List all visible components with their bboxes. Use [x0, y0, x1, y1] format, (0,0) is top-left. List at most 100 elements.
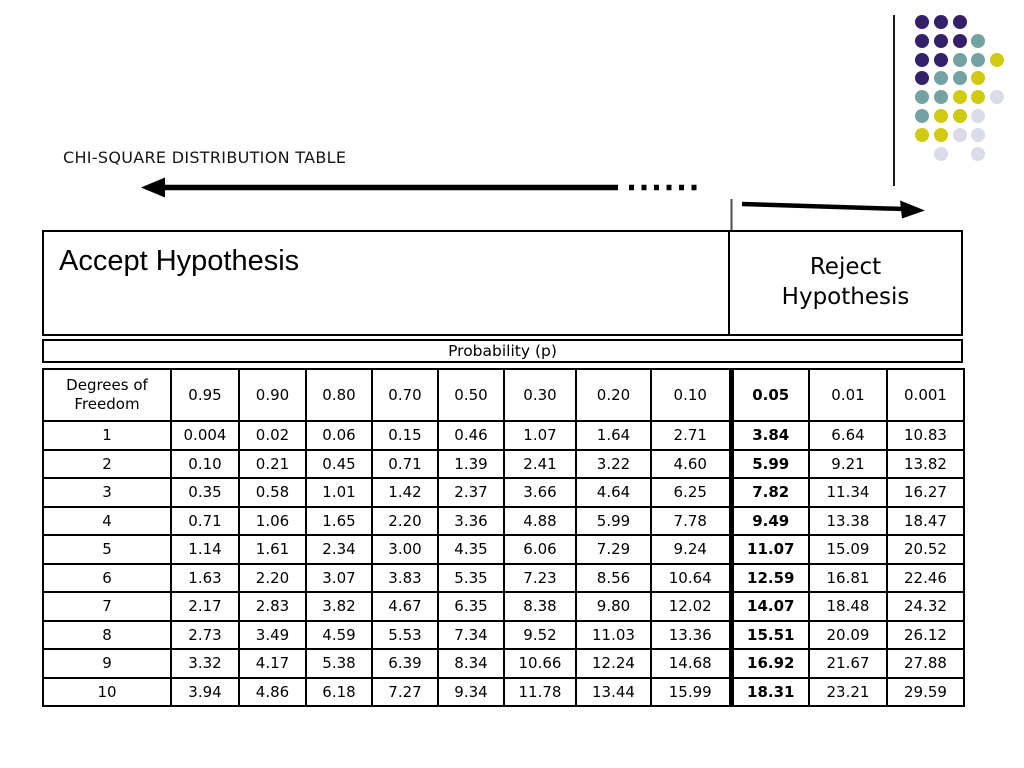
value-cell: 2.17 — [170, 591, 240, 622]
decor-dot — [971, 52, 986, 67]
prob-col-header: 0.05 — [728, 368, 810, 422]
decor-dot — [952, 71, 967, 86]
value-cell: 7.27 — [371, 676, 439, 707]
value-cell: 2.37 — [437, 477, 505, 508]
decor-dot — [915, 52, 929, 67]
value-cell: 2.83 — [238, 591, 307, 622]
value-cell: 21.67 — [808, 648, 888, 679]
value-cell: 8.56 — [575, 562, 652, 593]
value-cell: 4.59 — [305, 619, 373, 650]
prob-col-header: 0.90 — [238, 368, 307, 422]
value-cell: 0.45 — [305, 448, 373, 479]
probability-header: Probability (p) — [42, 339, 963, 363]
accept-hypothesis-label: Accept Hypothesis — [59, 245, 300, 277]
decor-dot — [933, 52, 948, 67]
value-cell: 15.09 — [808, 534, 888, 565]
accept-arrow-head-icon — [141, 177, 165, 198]
value-cell: 14.68 — [650, 648, 732, 679]
value-cell: 12.59 — [728, 562, 810, 593]
value-cell: 5.38 — [305, 648, 373, 679]
value-cell: 3.00 — [371, 534, 439, 565]
value-cell: 4.67 — [371, 591, 439, 622]
decor-dot — [952, 127, 967, 142]
value-cell: 16.92 — [728, 648, 810, 679]
value-cell: 3.22 — [575, 448, 652, 479]
value-cell: 3.66 — [503, 477, 577, 508]
value-cell: 3.82 — [305, 591, 373, 622]
value-cell: 0.71 — [371, 448, 439, 479]
prob-col-header: 0.20 — [575, 368, 652, 422]
df-cell: 10 — [42, 676, 172, 707]
value-cell: 3.07 — [305, 562, 373, 593]
value-cell: 4.86 — [238, 676, 307, 707]
decor-dot — [933, 127, 948, 142]
value-cell: 1.39 — [437, 448, 505, 479]
df-cell: 8 — [42, 619, 172, 650]
table-row: 1 0.004 0.02 0.06 0.15 0.46 1.07 1.64 2.71 3.84 6.… — [42, 420, 965, 451]
value-cell: 2.34 — [305, 534, 373, 565]
prob-col-header: 0.80 — [305, 368, 373, 422]
table-row: 7 2.17 2.83 3.82 4.67 6.35 8.38 9.80 12.02 14.07 1… — [42, 591, 965, 622]
decor-dot — [933, 33, 948, 48]
decor-dot — [952, 109, 967, 123]
value-cell: 3.83 — [371, 562, 439, 593]
df-cell: 6 — [42, 562, 172, 593]
value-cell: 6.64 — [808, 420, 888, 451]
value-cell: 27.88 — [886, 648, 965, 679]
value-cell: 11.03 — [575, 619, 652, 650]
value-cell: 0.02 — [238, 420, 307, 451]
value-cell: 13.82 — [886, 448, 965, 479]
value-cell: 5.99 — [575, 505, 652, 536]
value-cell: 18.31 — [728, 676, 810, 707]
table-header-row: Degrees of Freedom 0.95 0.90 0.80 0.70 0.50 0… — [42, 368, 965, 422]
table-row: 8 2.73 3.49 4.59 5.53 7.34 9.52 11.03 13.36 15.51… — [42, 619, 965, 650]
decor-dot — [915, 127, 929, 142]
value-cell: 11.78 — [503, 676, 577, 707]
value-cell: 9.52 — [503, 619, 577, 650]
value-cell: 23.21 — [808, 676, 888, 707]
chi-square-table: Degrees of Freedom 0.95 0.90 0.80 0.70 0.50 0… — [42, 368, 965, 707]
df-cell: 1 — [42, 420, 172, 451]
value-cell: 0.21 — [238, 448, 307, 479]
value-cell: 9.21 — [808, 448, 888, 479]
reject-arrow-shaft — [741, 201, 905, 212]
value-cell: 1.63 — [170, 562, 240, 593]
prob-col-header: 0.30 — [503, 368, 577, 422]
value-cell: 12.24 — [575, 648, 652, 679]
value-cell: 9.34 — [437, 676, 505, 707]
value-cell: 4.35 — [437, 534, 505, 565]
value-cell: 7.29 — [575, 534, 652, 565]
decor-dot — [971, 109, 986, 123]
value-cell: 3.94 — [170, 676, 240, 707]
df-cell: 2 — [42, 448, 172, 479]
value-cell: 1.64 — [575, 420, 652, 451]
value-cell: 2.20 — [371, 505, 439, 536]
dof-column-header: Degrees of Freedom — [42, 368, 172, 422]
value-cell: 6.18 — [305, 676, 373, 707]
value-cell: 3.84 — [728, 420, 810, 451]
value-cell: 6.25 — [650, 477, 732, 508]
decor-dot — [915, 15, 929, 29]
reject-hypothesis-label: Reject Hypothesis — [781, 254, 910, 310]
value-cell: 0.35 — [170, 477, 240, 508]
value-cell: 16.27 — [886, 477, 965, 508]
value-cell: 1.65 — [305, 505, 373, 536]
vertical-divider-line — [893, 15, 895, 186]
value-cell: 4.88 — [503, 505, 577, 536]
value-cell: 7.82 — [728, 477, 810, 508]
decor-dot — [915, 71, 929, 86]
value-cell: 7.23 — [503, 562, 577, 593]
value-cell: 5.35 — [437, 562, 505, 593]
prob-col-header: 0.10 — [650, 368, 732, 422]
value-cell: 20.52 — [886, 534, 965, 565]
value-cell: 0.004 — [170, 420, 240, 451]
decor-dot — [933, 109, 948, 123]
value-cell: 6.39 — [371, 648, 439, 679]
decor-dot — [971, 127, 986, 142]
value-cell: 0.58 — [238, 477, 307, 508]
decor-dot — [952, 90, 967, 105]
value-cell: 13.44 — [575, 676, 652, 707]
value-cell: 14.07 — [728, 591, 810, 622]
accept-hypothesis-cell: Accept Hypothesis — [44, 232, 730, 334]
